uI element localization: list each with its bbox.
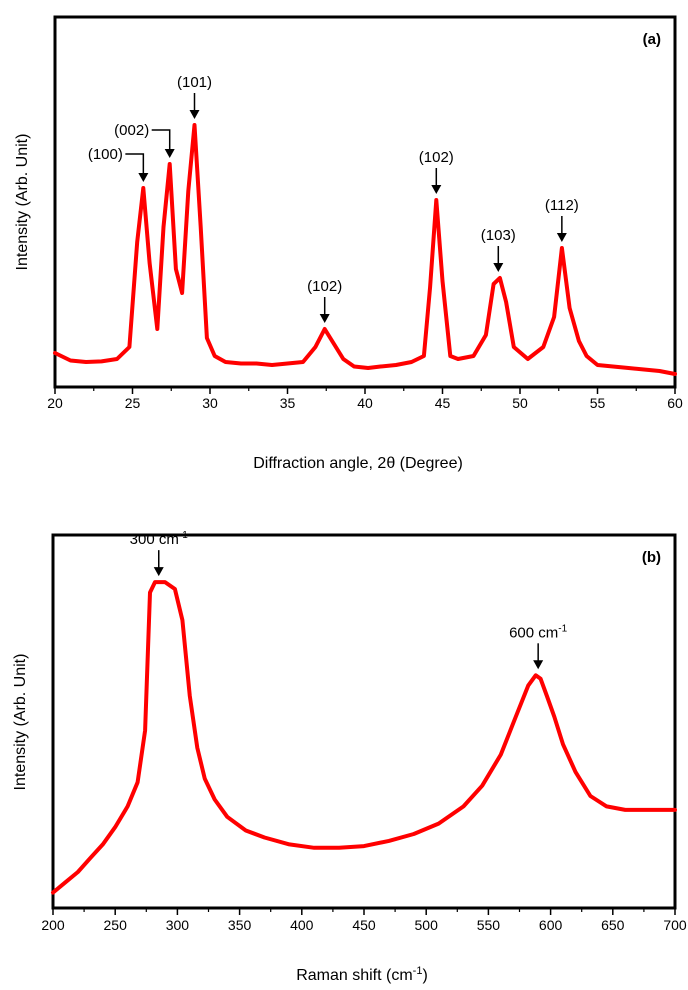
x-tick-label: 45 bbox=[435, 395, 451, 411]
annotation-arrowhead bbox=[319, 314, 330, 323]
x-tick-label: 450 bbox=[352, 917, 376, 933]
peak-label-main: 300 cm bbox=[130, 531, 179, 548]
annotation-arrowhead bbox=[138, 173, 149, 182]
x-tick-label: 35 bbox=[280, 395, 296, 411]
peak-label-sup: -1 bbox=[558, 623, 567, 634]
peak-annotation: (101) bbox=[177, 74, 212, 119]
annotation-arrowhead bbox=[533, 660, 544, 670]
xrd-x-axis: 20 25 30 35 40 45 50 55 60 bbox=[47, 387, 683, 411]
raman-x-axis-title-end: ) bbox=[422, 967, 427, 984]
peak-annotation: (100) bbox=[88, 146, 149, 182]
peak-annotation: 600 cm-1 bbox=[509, 623, 568, 670]
x-tick-label: 55 bbox=[590, 395, 606, 411]
x-tick-label: 500 bbox=[415, 917, 439, 933]
annotation-arrowhead bbox=[556, 233, 567, 242]
peak-label: (101) bbox=[177, 74, 212, 91]
peak-label: (100) bbox=[88, 146, 123, 163]
peak-label-sup: -1 bbox=[179, 530, 188, 541]
peak-annotation: (112) bbox=[545, 197, 579, 242]
annotation-connector bbox=[125, 153, 145, 174]
raman-series-line bbox=[51, 580, 677, 895]
raman-x-axis-title-sup: -1 bbox=[413, 965, 423, 977]
x-tick-label: 50 bbox=[512, 395, 528, 411]
x-tick-label: 200 bbox=[41, 917, 65, 933]
x-tick-label: 550 bbox=[477, 917, 501, 933]
raman-x-axis-title: Raman shift (cm-1) bbox=[296, 965, 428, 984]
xrd-peak-annotations: (100) (002) (101) (102) (102) (103) (112) bbox=[88, 74, 579, 323]
annotation-arrowhead bbox=[431, 185, 442, 194]
peak-annotation: (102) bbox=[307, 278, 342, 323]
xrd-y-axis-title: Intensity (Arb. Unit) bbox=[14, 134, 31, 271]
peak-annotation: 300 cm-1 bbox=[130, 530, 189, 577]
x-tick-label: 350 bbox=[228, 917, 252, 933]
panel-label-b: (b) bbox=[642, 549, 661, 566]
peak-label: (002) bbox=[114, 122, 149, 139]
x-tick-label: 400 bbox=[290, 917, 314, 933]
x-tick-label: 20 bbox=[47, 395, 63, 411]
peak-label: (102) bbox=[419, 149, 454, 166]
raman-y-axis-title: Intensity (Arb. Unit) bbox=[12, 654, 29, 791]
x-tick-label: 700 bbox=[663, 917, 687, 933]
x-tick-label: 30 bbox=[202, 395, 218, 411]
x-tick-label: 600 bbox=[539, 917, 563, 933]
annotation-arrowhead bbox=[189, 110, 200, 119]
x-tick-label: 650 bbox=[601, 917, 625, 933]
peak-label: (112) bbox=[545, 197, 579, 214]
peak-annotation: (102) bbox=[419, 149, 454, 194]
panel-label-a: (a) bbox=[643, 31, 661, 48]
x-tick-label: 300 bbox=[166, 917, 190, 933]
x-tick-label: 250 bbox=[104, 917, 128, 933]
peak-label-main: 600 cm bbox=[509, 624, 558, 641]
peak-label: (103) bbox=[481, 227, 516, 244]
x-tick-label: 40 bbox=[357, 395, 373, 411]
raman-x-axis: 200 250 300 350 400 450 500 550 600 650 700 bbox=[41, 908, 687, 933]
peak-label: (102) bbox=[307, 278, 342, 295]
raman-x-axis-title-main: Raman shift (cm bbox=[296, 967, 412, 984]
x-tick-label: 25 bbox=[125, 395, 141, 411]
annotation-connector bbox=[151, 129, 171, 150]
xrd-x-axis-title: Diffraction angle, 2θ (Degree) bbox=[253, 455, 463, 472]
peak-label: 300 cm-1 bbox=[130, 530, 189, 548]
annotation-arrowhead bbox=[164, 149, 175, 158]
xrd-plot-frame bbox=[53, 15, 677, 389]
raman-panel: 200 250 300 350 400 450 500 550 600 650 700 300 cm… bbox=[12, 530, 687, 984]
x-tick-label: 60 bbox=[667, 395, 683, 411]
xrd-series-line bbox=[53, 123, 677, 376]
xrd-panel: 20 25 30 35 40 45 50 55 60 (100)(002)(101)(102)(… bbox=[14, 15, 683, 472]
annotation-arrowhead bbox=[493, 263, 504, 272]
peak-annotation: (002) bbox=[114, 122, 175, 158]
peak-annotation: (103) bbox=[481, 227, 516, 272]
annotation-arrowhead bbox=[153, 567, 164, 577]
peak-label: 600 cm-1 bbox=[509, 623, 568, 641]
